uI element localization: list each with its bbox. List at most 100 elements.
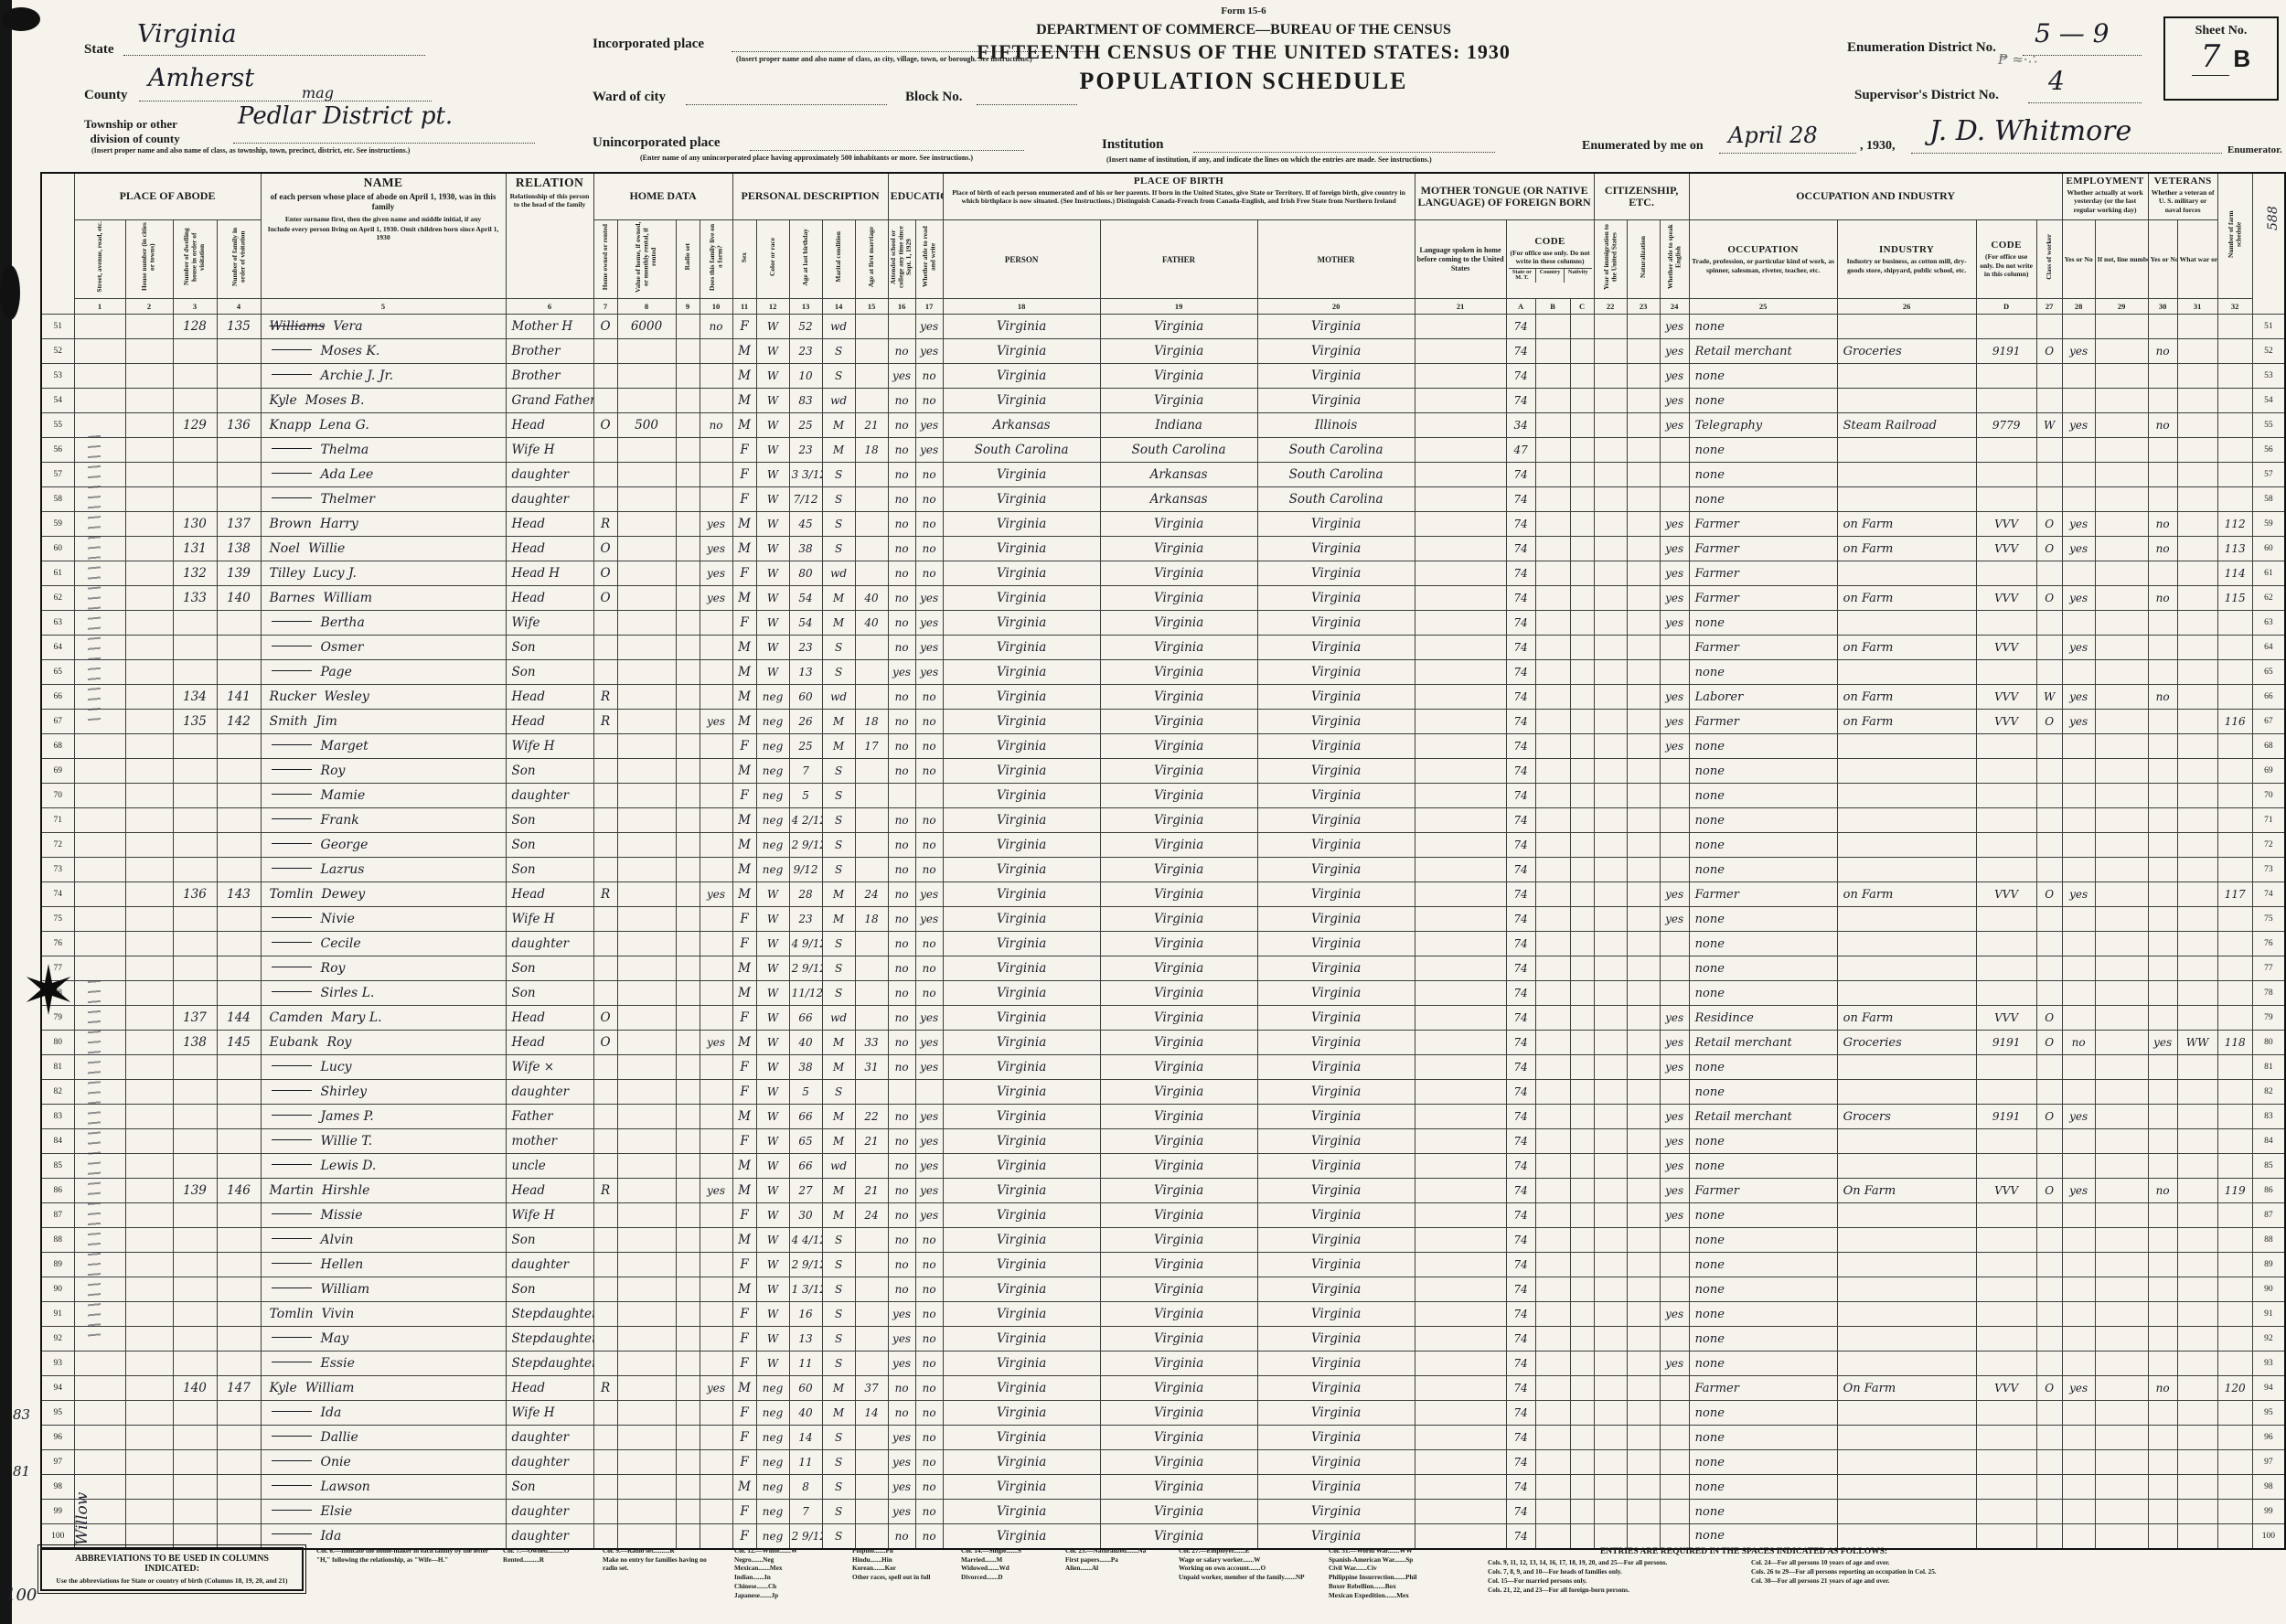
cell-ln2: 69 bbox=[2251, 758, 2286, 784]
cell-lang bbox=[1414, 1523, 1507, 1549]
column-number: 2 bbox=[124, 298, 174, 315]
cell-cA: 74 bbox=[1505, 659, 1536, 685]
cell-ue bbox=[2094, 807, 2149, 833]
cell-ue bbox=[2094, 314, 2149, 339]
cell-cC bbox=[1569, 635, 1595, 660]
sheet-label: Sheet No. bbox=[2195, 24, 2248, 37]
cell-cr: W bbox=[755, 881, 790, 907]
cell-eng: yes bbox=[1659, 1128, 1690, 1154]
cell-name: Thelma bbox=[260, 437, 507, 463]
cell-sch: no bbox=[887, 956, 916, 981]
cell-cr: neg bbox=[755, 857, 790, 882]
cell-wk bbox=[2061, 1301, 2096, 1327]
cell-bp: Virginia bbox=[942, 1104, 1101, 1129]
cell-ln: 65 bbox=[40, 659, 75, 685]
cell-rad bbox=[675, 980, 700, 1006]
cell-ln: 58 bbox=[40, 486, 75, 512]
cell-rad bbox=[675, 807, 700, 833]
cell-ln2: 62 bbox=[2251, 585, 2286, 611]
cell-bp: Virginia bbox=[942, 462, 1101, 487]
cell-fam bbox=[216, 610, 262, 636]
cell-rad bbox=[675, 585, 700, 611]
cell-imm bbox=[1593, 462, 1628, 487]
cell-bp: Virginia bbox=[942, 709, 1101, 734]
cell-ln2: 72 bbox=[2251, 832, 2286, 858]
cell-imm bbox=[1593, 1425, 1628, 1450]
cell-mar: S bbox=[821, 857, 856, 882]
cell-war bbox=[2176, 1375, 2218, 1401]
cell-mar: S bbox=[821, 486, 856, 512]
cell-bm: Virginia bbox=[1256, 1449, 1415, 1475]
vertical-handwriting-road bbox=[88, 432, 101, 724]
cell-vet: no bbox=[2147, 536, 2178, 561]
cell-cls: O bbox=[2035, 338, 2063, 364]
cell-occ: Retail merchant bbox=[1688, 1104, 1838, 1129]
cell-cC bbox=[1569, 684, 1595, 710]
column-number: A bbox=[1505, 298, 1536, 315]
cell-dw bbox=[172, 1449, 218, 1475]
cell-ind bbox=[1836, 733, 1977, 759]
cell-ln: 85 bbox=[40, 1153, 75, 1179]
cell-vet bbox=[2147, 1474, 2178, 1500]
column-number: 7 bbox=[593, 298, 618, 315]
cell-ln: 69 bbox=[40, 758, 75, 784]
cell-eng: yes bbox=[1659, 684, 1690, 710]
cell-sex: M bbox=[732, 388, 757, 413]
cell-bf: Virginia bbox=[1099, 610, 1258, 636]
cell-lang bbox=[1414, 1449, 1507, 1475]
cell-vet bbox=[2147, 1301, 2178, 1327]
cell-bp: Virginia bbox=[942, 536, 1101, 561]
cell-cA: 74 bbox=[1505, 338, 1536, 364]
cell-imm bbox=[1593, 1227, 1628, 1253]
cell-sch: no bbox=[887, 412, 916, 438]
cell-wk bbox=[2061, 1400, 2096, 1426]
cell-val bbox=[616, 980, 677, 1006]
cell-wk bbox=[2061, 807, 2096, 833]
cell-own bbox=[593, 437, 618, 463]
cell-war bbox=[2176, 1153, 2218, 1179]
cell-bf: Virginia bbox=[1099, 388, 1258, 413]
cell-dw bbox=[172, 1079, 218, 1105]
entries-required-block: ENTRIES ARE REQUIRED IN THE SPACES INDIC… bbox=[1488, 1547, 2000, 1595]
cell-dw: 136 bbox=[172, 881, 218, 907]
cell-cr: W bbox=[755, 314, 790, 339]
cell-vet: no bbox=[2147, 511, 2178, 537]
cell-nat bbox=[1626, 1474, 1661, 1500]
cell-cr: neg bbox=[755, 1474, 790, 1500]
county-label: County bbox=[84, 88, 128, 102]
cell-bf: Virginia bbox=[1099, 561, 1258, 586]
cell-farm: yes bbox=[699, 511, 733, 537]
cell-cr: neg bbox=[755, 684, 790, 710]
cell-sch: no bbox=[887, 857, 916, 882]
cell-st bbox=[73, 857, 126, 882]
cell-hn bbox=[124, 388, 174, 413]
cell-rel: Head bbox=[505, 1375, 594, 1401]
cell-lang bbox=[1414, 1326, 1507, 1352]
cell-bp: Virginia bbox=[942, 1425, 1101, 1450]
cell-bm: South Carolina bbox=[1256, 437, 1415, 463]
footer-notes: ABBREVIATIONS TO BE USED IN COLUMNS INDI… bbox=[37, 1544, 2271, 1600]
cell-sex: F bbox=[732, 1523, 757, 1549]
column-number: 4 bbox=[216, 298, 262, 315]
cell-sch: no bbox=[887, 1375, 916, 1401]
cell-mar: M bbox=[821, 1054, 856, 1080]
cell-eng: yes bbox=[1659, 338, 1690, 364]
cell-bm: Virginia bbox=[1256, 956, 1415, 981]
cell-ue bbox=[2094, 388, 2149, 413]
cell-st bbox=[73, 1351, 126, 1376]
cell-name: Nivie bbox=[260, 906, 507, 932]
cell-cls: O bbox=[2035, 585, 2063, 611]
cell-rw: yes bbox=[914, 1128, 944, 1154]
cell-lang bbox=[1414, 906, 1507, 932]
cell-ln2: 74 bbox=[2251, 881, 2286, 907]
cell-fam bbox=[216, 1425, 262, 1450]
cell-dw: 133 bbox=[172, 585, 218, 611]
cell-age: 23 bbox=[788, 906, 823, 932]
cell-rad bbox=[675, 956, 700, 981]
cell-own: R bbox=[593, 511, 618, 537]
birthplace-father-header: FATHER bbox=[1099, 219, 1258, 299]
cell-fs bbox=[2217, 1277, 2253, 1302]
cell-hn bbox=[124, 807, 174, 833]
cell-cr: W bbox=[755, 1153, 790, 1179]
cell-cB bbox=[1534, 486, 1571, 512]
